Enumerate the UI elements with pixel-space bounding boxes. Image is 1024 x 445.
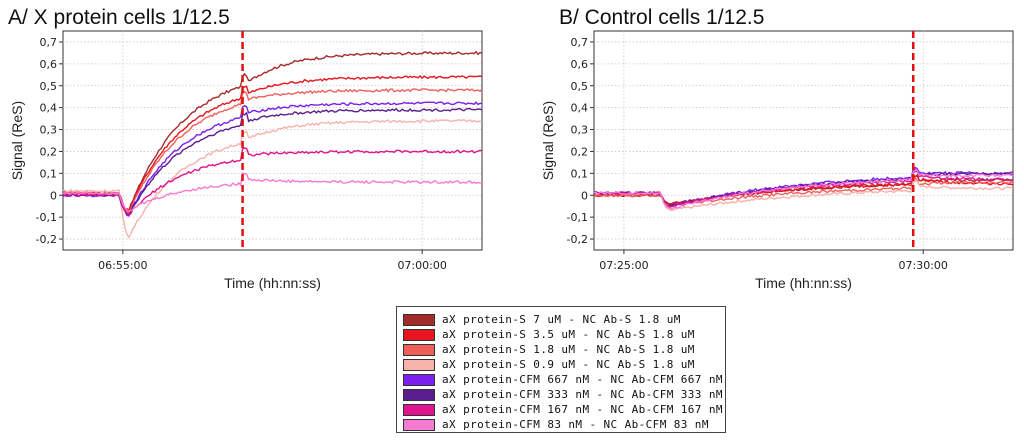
y-tick-label: 0,4 [571, 102, 589, 115]
legend-label: aX protein-S 1.8 uM - NC Ab-S 1.8 uM [442, 343, 695, 356]
x-tick-label: 07:25:00 [599, 259, 648, 272]
y-tick-label: 0,1 [40, 167, 58, 180]
legend: aX protein-S 7 uM - NC Ab-S 1.8 uM aX pr… [396, 306, 726, 433]
chart-title: A/ X protein cells 1/12.5 [8, 6, 230, 29]
legend-swatch [403, 418, 435, 431]
legend-item: aX protein-CFM 667 nM - NC Ab-CFM 667 nM [403, 372, 725, 387]
y-axis-label: Signal (ReS) [9, 101, 25, 180]
legend-item: aX protein-S 7 uM - NC Ab-S 1.8 uM [403, 312, 725, 327]
y-tick-label: 0,2 [571, 145, 589, 158]
chart-panel-a: A/ X protein cells 1/12.5 0,7 0,6 0,5 0,4 0,3… [8, 6, 483, 291]
series-line [63, 171, 482, 212]
series-group [63, 50, 482, 239]
legend-item: aX protein-S 1.8 uM - NC Ab-S 1.8 uM [403, 342, 725, 357]
y-tick-label: 0,3 [40, 124, 58, 137]
plot-area [593, 30, 1014, 251]
y-axis-label: Signal (ReS) [540, 101, 556, 180]
y-tick-label: 0,3 [571, 124, 589, 137]
plot-area [62, 30, 483, 251]
series-line [594, 170, 1013, 208]
x-axis-label: Time (hh:nn:ss) [755, 275, 852, 291]
legend-swatch [403, 313, 435, 326]
legend-label: aX protein-S 0.9 uM - NC Ab-S 1.8 uM [442, 358, 695, 371]
legend-label: aX protein-CFM 333 nM - NC Ab-CFM 333 nM [442, 388, 723, 401]
y-tick-label: 0,6 [571, 58, 589, 71]
y-tick-label: 0,5 [571, 80, 589, 93]
series-line [63, 74, 482, 211]
legend-label: aX protein-CFM 167 nM - NC Ab-CFM 167 nM [442, 403, 723, 416]
series-group [594, 166, 1013, 212]
legend-item: aX protein-CFM 333 nM - NC Ab-CFM 333 nM [403, 387, 725, 402]
y-tick-label: 0,7 [40, 36, 58, 49]
legend-item: aX protein-S 0.9 uM - NC Ab-S 1.8 uM [403, 357, 725, 372]
y-tick-label: -0,2 [567, 233, 588, 246]
legend-swatch [403, 403, 435, 416]
y-tick-label: 0,7 [571, 36, 589, 49]
series-line [594, 169, 1013, 210]
legend-swatch [403, 388, 435, 401]
y-tick-label: 0,2 [40, 145, 58, 158]
y-tick-label: -0,1 [36, 211, 57, 224]
series-line [63, 118, 482, 239]
legend-swatch [403, 358, 435, 371]
chart-panel-b: B/ Control cells 1/12.5 0,7 0,6 0,5 0,4 0,3 0,… [540, 6, 1014, 291]
legend-item: aX protein-CFM 83 nM - NC Ab-CFM 83 nM [403, 417, 725, 432]
legend-item: aX protein-S 3.5 uM - NC Ab-S 1.8 uM [403, 327, 725, 342]
y-tick-label: 0,6 [40, 58, 58, 71]
y-tick-label: 0,5 [40, 80, 58, 93]
x-tick-label: 07:00:00 [397, 259, 446, 272]
y-tick-label: 0,1 [571, 167, 589, 180]
y-tick-label: -0,2 [36, 233, 57, 246]
series-line [63, 87, 482, 214]
legend-swatch [403, 343, 435, 356]
x-tick-label: 07:30:00 [899, 259, 948, 272]
x-axis-label: Time (hh:nn:ss) [224, 275, 321, 291]
legend-swatch [403, 328, 435, 341]
y-tick-label: 0 [50, 189, 57, 202]
y-tick-label: 0,4 [40, 102, 58, 115]
x-tick-label: 06:55:00 [98, 259, 147, 272]
legend-label: aX protein-S 7 uM - NC Ab-S 1.8 uM [442, 313, 681, 326]
legend-label: aX protein-CFM 667 nM - NC Ab-CFM 667 nM [442, 373, 723, 386]
legend-item: aX protein-CFM 167 nM - NC Ab-CFM 167 nM [403, 402, 725, 417]
legend-swatch [403, 373, 435, 386]
chart-title: B/ Control cells 1/12.5 [559, 6, 764, 29]
series-line [63, 107, 482, 215]
legend-label: aX protein-S 3.5 uM - NC Ab-S 1.8 uM [442, 328, 695, 341]
legend-label: aX protein-CFM 83 nM - NC Ab-CFM 83 nM [442, 418, 709, 431]
y-tick-label: 0 [581, 189, 588, 202]
y-tick-label: -0,1 [567, 211, 588, 224]
